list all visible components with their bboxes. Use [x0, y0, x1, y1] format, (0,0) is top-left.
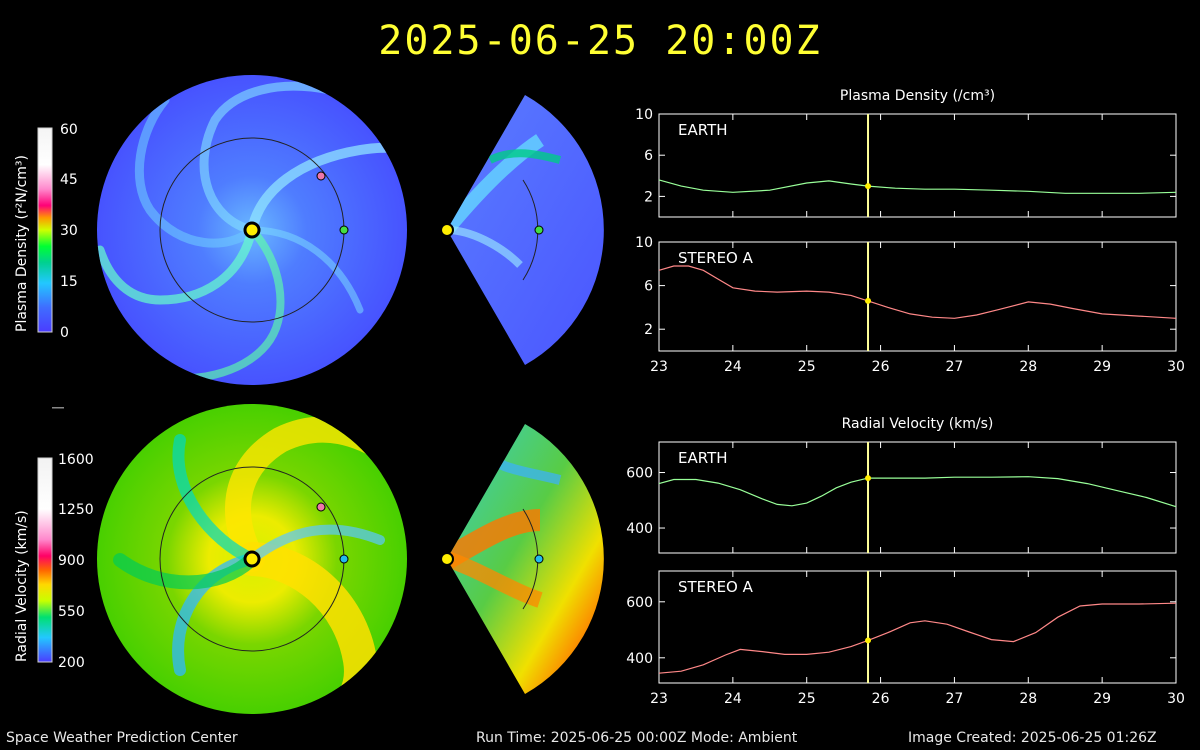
separator-dash: [52, 407, 64, 409]
current-value-point: [865, 297, 872, 304]
footer-run-time: Run Time: 2025-06-25 00:00Z Mode: Ambien…: [476, 730, 798, 746]
density-wedge-streak: [447, 226, 523, 268]
density-wedge-streak: [488, 149, 562, 164]
density-colorbar-fill: [37, 127, 53, 333]
x-tick-label: 28: [1019, 691, 1037, 707]
density-colorbar-label: Plasma Density (r²N/cm³): [14, 155, 30, 332]
velocity-tick-900: 900: [58, 553, 85, 569]
sun-marker: [440, 223, 454, 237]
density-tick-30: 30: [60, 223, 78, 239]
density-ecliptic-view: [97, 75, 407, 385]
velocity-earth-panel: Radial Velocity (km/s) 400 600 EARTH: [626, 416, 1177, 554]
series-line: [658, 476, 1177, 508]
series-line: [658, 265, 1177, 319]
x-tick-label: 23: [650, 691, 668, 707]
velocity-spiral-arm: [247, 524, 385, 564]
forecast-timestamp: 2025-06-25 20:00Z: [378, 18, 822, 64]
sun-marker: [243, 550, 261, 568]
earth-marker: [534, 225, 544, 235]
plot-frame: [658, 441, 1177, 554]
x-tick-label: 27: [946, 691, 964, 707]
x-tick-label: 25: [798, 691, 816, 707]
density-wedge-streak: [447, 134, 544, 235]
panel-label: EARTH: [678, 449, 728, 467]
velocity-ecliptic-view: [97, 404, 407, 714]
panel-label: STEREO A: [678, 249, 754, 267]
velocity-wedge-streak: [447, 509, 541, 569]
density-spiral-arm: [199, 81, 335, 235]
stereo-a-marker: [316, 171, 326, 181]
velocity-tick-200: 200: [58, 655, 85, 671]
velocity-stereo-panel: 400 600 23 24 25 26 27 28 29 30 STEREO A: [626, 570, 1185, 707]
x-tick-label: 25: [798, 359, 816, 375]
panel-label: EARTH: [678, 121, 728, 139]
y-tick-label: 600: [626, 595, 653, 611]
density-colorbar: Plasma Density (r²N/cm³) 60 45 30 15 0: [14, 122, 78, 341]
density-meridional-view: [440, 95, 604, 365]
current-value-point: [865, 637, 872, 644]
plot-frame: [658, 570, 1177, 684]
x-tick-label: 29: [1093, 691, 1111, 707]
density-earth-panel: Plasma Density (/cm³) 2 6 10 EARTH: [635, 88, 1177, 218]
density-spiral-arm: [97, 225, 257, 305]
panel-label: STEREO A: [678, 578, 754, 596]
x-tick-label: 30: [1167, 359, 1185, 375]
x-tick-label: 27: [946, 359, 964, 375]
x-tick-label: 24: [724, 359, 742, 375]
y-tick-label: 10: [635, 107, 653, 123]
stereo-a-marker: [316, 502, 326, 512]
velocity-colorbar-fill: [37, 457, 53, 663]
x-tick-label: 28: [1019, 359, 1037, 375]
x-tick-label: 26: [872, 691, 890, 707]
earth-marker: [339, 554, 349, 564]
density-spiral-arm: [248, 226, 364, 314]
y-tick-label: 6: [644, 279, 653, 295]
x-tick-label: 26: [872, 359, 890, 375]
density-tick-60: 60: [60, 122, 78, 138]
footer-image-created: Image Created: 2025-06-25 01:26Z: [908, 730, 1157, 746]
series-line: [658, 602, 1177, 674]
velocity-spiral-arm: [172, 434, 258, 565]
y-tick-label: 2: [644, 322, 653, 338]
panel-title: Radial Velocity (km/s): [842, 416, 994, 432]
velocity-wedge-streak: [447, 551, 543, 608]
density-spiral-arm: [247, 142, 407, 235]
sun-marker: [440, 552, 454, 566]
velocity-wedge: [447, 424, 604, 694]
velocity-colorbar: Radial Velocity (km/s) 1600 1250 900 550…: [14, 452, 94, 671]
y-tick-label: 2: [644, 189, 653, 205]
plot-frame: [658, 113, 1177, 218]
density-spiral-arm: [134, 95, 257, 248]
earth-marker: [339, 225, 349, 235]
density-wedge: [447, 95, 604, 365]
sun-marker: [243, 221, 261, 239]
y-tick-label: 10: [635, 235, 653, 251]
velocity-tick-550: 550: [58, 604, 85, 620]
x-tick-label: 29: [1093, 359, 1111, 375]
x-tick-label: 30: [1167, 691, 1185, 707]
y-tick-label: 400: [626, 651, 653, 667]
panel-title: Plasma Density (/cm³): [840, 88, 995, 104]
current-value-point: [865, 183, 872, 190]
density-tick-15: 15: [60, 274, 78, 290]
velocity-colorbar-label: Radial Velocity (km/s): [14, 510, 30, 662]
density-tick-45: 45: [60, 172, 78, 188]
series-line: [658, 179, 1177, 194]
x-tick-label: 23: [650, 359, 668, 375]
x-tick-label: 24: [724, 691, 742, 707]
velocity-spiral-arm: [113, 552, 259, 590]
current-value-point: [865, 475, 872, 482]
plot-frame: [658, 241, 1177, 352]
y-tick-label: 6: [644, 148, 653, 164]
velocity-tick-1250: 1250: [58, 502, 94, 518]
earth-marker: [534, 554, 544, 564]
footer-center-name: Space Weather Prediction Center: [6, 730, 238, 746]
y-tick-label: 400: [626, 521, 653, 537]
velocity-meridional-view: [440, 424, 604, 694]
y-tick-label: 600: [626, 466, 653, 482]
density-tick-0: 0: [60, 325, 69, 341]
velocity-tick-1600: 1600: [58, 452, 94, 468]
